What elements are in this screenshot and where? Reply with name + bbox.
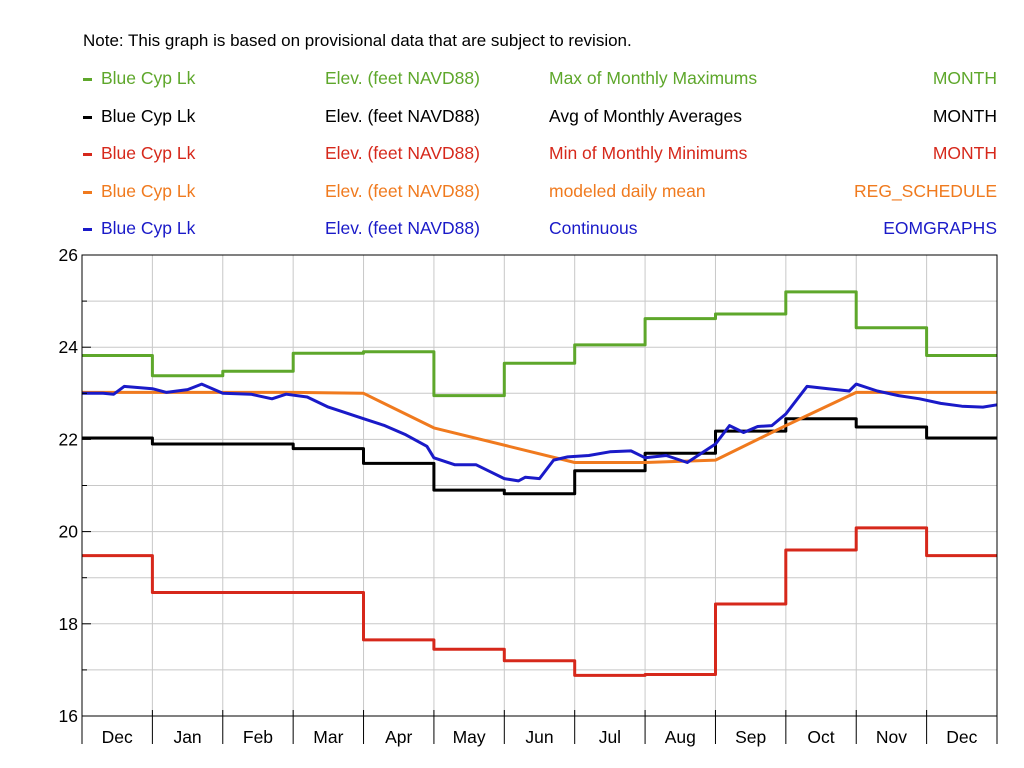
legend-location: Blue Cyp Lk: [101, 143, 196, 163]
legend-parameter: Elev. (feet NAVD88): [325, 68, 480, 88]
legend-location: Blue Cyp Lk: [101, 68, 196, 88]
y-tick-label: 20: [59, 522, 79, 542]
x-tick-label: Sep: [735, 727, 766, 747]
x-tick-label: Nov: [876, 727, 907, 747]
legend-swatch: [83, 191, 92, 194]
y-tick-label: 16: [59, 706, 78, 726]
y-tick-label: 24: [59, 337, 79, 357]
legend-row: Blue Cyp Lk Elev. (feet NAVD88) Min of Mon…: [83, 143, 997, 167]
legend-interval: EOMGRAPHS: [883, 218, 997, 238]
legend-statistic: modeled daily mean: [549, 181, 706, 201]
legend-parameter: Elev. (feet NAVD88): [325, 143, 480, 163]
series-line: [82, 390, 997, 464]
legend-swatch: [83, 153, 92, 156]
series-line: [82, 382, 998, 483]
x-tick-label: Dec: [946, 727, 977, 747]
legend-statistic: Continuous: [549, 218, 638, 238]
x-tick-label: Aug: [665, 727, 696, 747]
series-line: [82, 526, 997, 677]
legend-swatch: [83, 78, 92, 81]
x-tick-label: Jul: [599, 727, 621, 747]
series-line: [82, 290, 997, 398]
legend-row: Blue Cyp Lk Elev. (feet NAVD88) Max of Mon…: [83, 68, 997, 92]
legend-interval: MONTH: [932, 68, 997, 88]
y-tick-label: 22: [59, 429, 78, 449]
x-tick-label: Jun: [525, 727, 553, 747]
legend-swatch: [83, 116, 92, 119]
legend-row: Blue Cyp Lk Elev. (feet NAVD88) Avg of Mon…: [83, 106, 997, 130]
legend-row: Blue Cyp Lk Elev. (feet NAVD88) modeled da…: [83, 181, 997, 205]
x-tick-label: Jan: [173, 727, 201, 747]
x-tick-label: Apr: [385, 727, 412, 747]
provisional-note: Note: This graph is based on provisional…: [83, 31, 632, 50]
y-tick-label: 26: [59, 245, 78, 265]
axes: 16 18 20 22 24 26 Dec Jan Feb Mar Apr May Jun Jul Aug S…: [59, 245, 998, 747]
y-tick-label: 18: [59, 614, 78, 634]
legend-location: Blue Cyp Lk: [101, 218, 196, 238]
x-tick-label: Dec: [102, 727, 133, 747]
x-tick-label: Oct: [807, 727, 834, 747]
legend-parameter: Elev. (feet NAVD88): [325, 218, 480, 238]
x-tick-label: Feb: [243, 727, 273, 747]
legend-interval: MONTH: [932, 143, 997, 163]
legend-row: Blue Cyp Lk Elev. (feet NAVD88) Continuous…: [83, 218, 997, 242]
legend-interval: REG_SCHEDULE: [854, 181, 997, 201]
legend-location: Blue Cyp Lk: [101, 181, 196, 201]
legend-parameter: Elev. (feet NAVD88): [325, 181, 480, 201]
series-line: [82, 417, 997, 496]
legend-location: Blue Cyp Lk: [101, 106, 196, 126]
x-tick-label: May: [453, 727, 486, 747]
legend-interval: MONTH: [932, 106, 997, 126]
series-layer: [82, 290, 998, 677]
legend-statistic: Max of Monthly Maximums: [549, 68, 758, 88]
legend-swatch: [83, 228, 92, 231]
legend-statistic: Min of Monthly Minimums: [549, 143, 748, 163]
legend-parameter: Elev. (feet NAVD88): [325, 106, 480, 126]
x-tick-label: Mar: [313, 727, 343, 747]
legend-statistic: Avg of Monthly Averages: [549, 106, 742, 126]
